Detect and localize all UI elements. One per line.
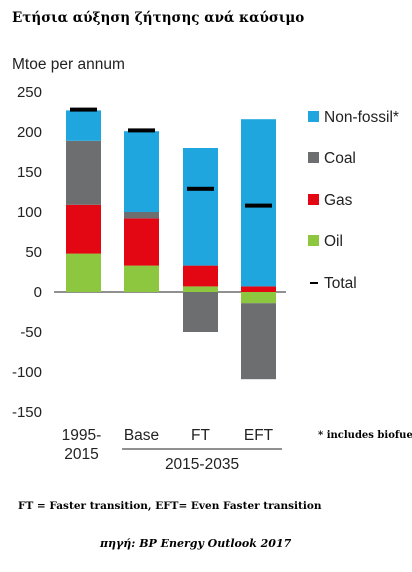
total-markers [70, 107, 272, 208]
y-tick-label: 200 [17, 124, 42, 141]
bar-segment-oil [66, 253, 101, 292]
bar-segment-gas [124, 218, 159, 266]
x-category-label: Base [124, 427, 159, 444]
y-tick-label: 50 [25, 244, 42, 261]
y-tick-label: 100 [17, 204, 42, 221]
total-marker [128, 128, 155, 133]
bar-segment-oil [183, 286, 218, 292]
legend-label: Gas [324, 192, 353, 209]
x-category-label: EFT [244, 427, 274, 444]
y-axis-unit-label: Mtoe per annum [12, 56, 125, 73]
bar-segment-coal [66, 140, 101, 205]
bar-segment-nonfossil [241, 119, 276, 287]
legend-label: Coal [324, 150, 356, 167]
bar-segment-coal [241, 303, 276, 380]
chart-title: Ετήσια αύξηση ζήτησης ανά καύσιμο [12, 10, 305, 26]
total-marker [70, 107, 97, 112]
legend-note: * includes biofuels [318, 430, 412, 441]
stacked-bar-chart: 250 200 150 100 50 0 -50 -100 -150 1995- 2015 Base… [12, 84, 412, 473]
bar-segment-oil [241, 292, 276, 304]
bar-segment-nonfossil [183, 148, 218, 266]
y-axis-ticks: 250 200 150 100 50 0 -50 -100 -150 [12, 84, 42, 421]
legend-label: Total [324, 275, 357, 292]
legend-swatch [308, 235, 319, 246]
y-tick-label: 0 [34, 284, 42, 301]
source-note: πηγή: BP Energy Outlook 2017 [100, 537, 292, 550]
total-marker [245, 203, 272, 208]
bars [66, 110, 276, 380]
bar-segment-nonfossil [66, 110, 101, 141]
abbreviation-footnote: FT = Faster transition, EFT= Even Faster… [18, 500, 322, 512]
y-tick-label: 150 [17, 164, 42, 181]
x-category-label: 2015 [64, 446, 98, 463]
legend-label: Non-fossil* [324, 109, 399, 126]
x-axis-labels: 1995- 2015 Base FT EFT [62, 427, 274, 463]
x-category-label: FT [191, 427, 210, 444]
bar-segment-coal [124, 212, 159, 219]
y-tick-label: -150 [12, 404, 42, 421]
legend-swatch [308, 194, 319, 205]
group-label: 2015-2035 [165, 456, 239, 473]
total-marker [187, 186, 214, 191]
bar-segment-nonfossil [124, 131, 159, 212]
y-tick-label: 250 [17, 84, 42, 101]
bar-segment-gas [66, 204, 101, 254]
legend-swatch [308, 111, 319, 122]
bar-segment-gas [183, 265, 218, 287]
legend: Non-fossil* Coal Gas Oil Total [308, 109, 399, 292]
y-tick-label: -50 [20, 324, 42, 341]
bar-segment-gas [241, 286, 276, 292]
bar-segment-oil [124, 265, 159, 292]
x-category-label: 1995- [62, 427, 102, 444]
legend-label: Oil [324, 233, 343, 250]
legend-swatch [308, 152, 319, 163]
bar-segment-coal [183, 292, 218, 332]
y-tick-label: -100 [12, 364, 42, 381]
